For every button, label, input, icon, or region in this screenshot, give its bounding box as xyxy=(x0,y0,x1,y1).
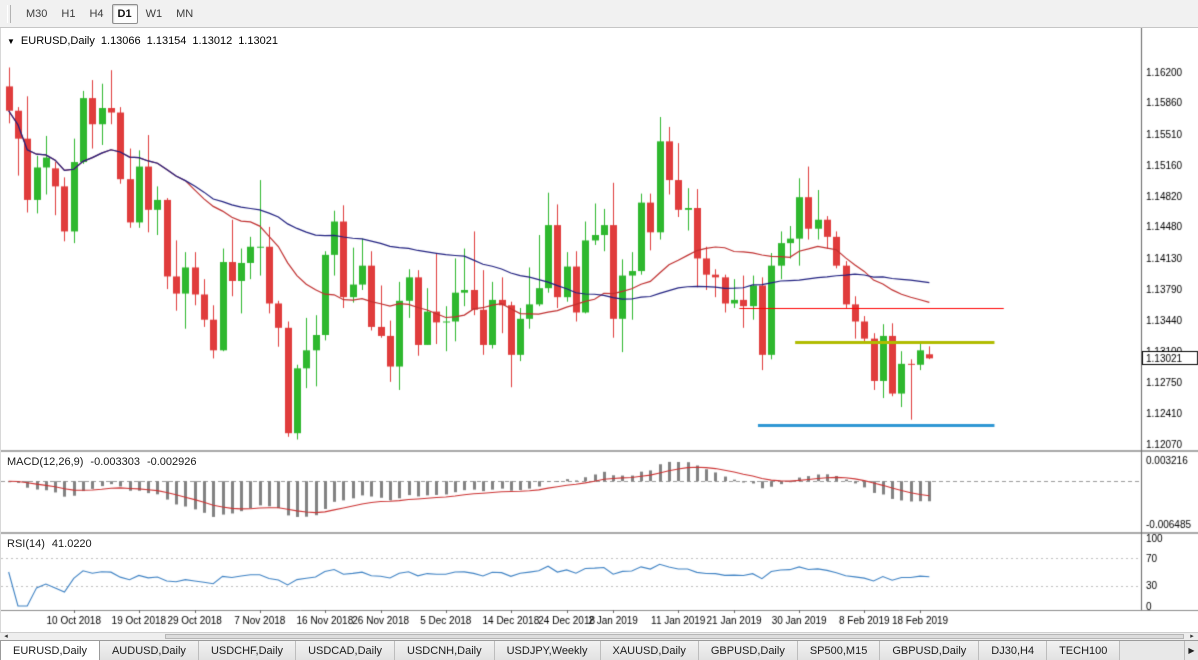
chart-area: ▼ EURUSD,Daily 1.13066 1.13154 1.13012 1… xyxy=(0,28,1198,632)
chart-canvas[interactable] xyxy=(1,28,1198,632)
chart-tab-0-eurusd-daily[interactable]: EURUSD,Daily xyxy=(0,641,100,660)
chart-tab-7-gbpusd-daily[interactable]: GBPUSD,Daily xyxy=(698,641,798,660)
timeframe-toolbar: M30 H1 H4 D1 W1 MN xyxy=(0,0,1198,28)
symbol-dropdown-arrow-icon[interactable]: ▼ xyxy=(7,36,15,46)
timeframe-button-h1[interactable]: H1 xyxy=(55,4,81,24)
timeframe-toolbar-buttons: M30 H1 H4 D1 W1 MN xyxy=(19,3,200,24)
chart-title-close: 1.13021 xyxy=(238,35,278,47)
chart-tab-6-xauusd-daily[interactable]: XAUUSD,Daily xyxy=(600,641,699,660)
rsi-name: RSI(14) xyxy=(7,538,45,550)
scrollbar-left-arrow-icon[interactable]: ◂ xyxy=(4,633,8,640)
chart-title-symbol: EURUSD,Daily xyxy=(20,35,95,47)
timeframe-button-mn[interactable]: MN xyxy=(170,4,199,24)
toolbar-grip[interactable] xyxy=(7,4,11,23)
rsi-value: 41.0220 xyxy=(51,538,92,550)
scrollbar-right-arrow-icon[interactable]: ▸ xyxy=(1190,633,1194,640)
chart-tab-10-dj30-h4[interactable]: DJ30,H4 xyxy=(979,641,1048,660)
timeframe-button-d1[interactable]: D1 xyxy=(111,3,138,24)
chart-tab-3-usdcad-daily[interactable]: USDCAD,Daily xyxy=(296,641,396,660)
rsi-indicator-label: RSI(14) 41.0220 xyxy=(7,538,92,550)
chart-tab-8-sp500-m15[interactable]: SP500,M15 xyxy=(797,641,881,660)
macd-name: MACD(12,26,9) xyxy=(7,456,84,468)
chart-title: ▼ EURUSD,Daily 1.13066 1.13154 1.13012 1… xyxy=(7,35,278,47)
chart-title-open: 1.13066 xyxy=(100,35,141,47)
macd-value-main: -0.003303 xyxy=(90,456,140,468)
chart-tab-1-audusd-daily[interactable]: AUDUSD,Daily xyxy=(99,641,199,660)
timeframe-button-m30[interactable]: M30 xyxy=(20,4,53,24)
macd-value-signal: -0.002926 xyxy=(146,456,197,468)
chart-title-low: 1.13012 xyxy=(192,35,233,47)
chart-tab-5-usdjpy-weekly[interactable]: USDJPY,Weekly xyxy=(494,641,601,660)
chart-tab-4-usdcnh-daily[interactable]: USDCNH,Daily xyxy=(395,641,495,660)
tab-scroll-right-icon[interactable]: ▶ xyxy=(1184,641,1198,660)
chart-title-high: 1.13154 xyxy=(146,35,187,47)
chart-tab-2-usdchf-daily[interactable]: USDCHF,Daily xyxy=(198,641,297,660)
chart-tab-9-gbpusd-daily[interactable]: GBPUSD,Daily xyxy=(880,641,980,660)
horizontal-scrollbar[interactable]: ◂ ▸ xyxy=(0,632,1198,640)
scrollbar-thumb[interactable] xyxy=(165,634,1184,639)
chart-tabs: EURUSD,Daily AUDUSD,Daily USDCHF,Daily USDC… xyxy=(0,640,1198,660)
chart-tab-11-tech100[interactable]: TECH100 xyxy=(1047,641,1121,660)
timeframe-button-w1[interactable]: W1 xyxy=(140,4,169,24)
macd-indicator-label: MACD(12,26,9) -0.003303 -0.002926 xyxy=(7,456,197,468)
timeframe-button-h4[interactable]: H4 xyxy=(83,4,109,24)
